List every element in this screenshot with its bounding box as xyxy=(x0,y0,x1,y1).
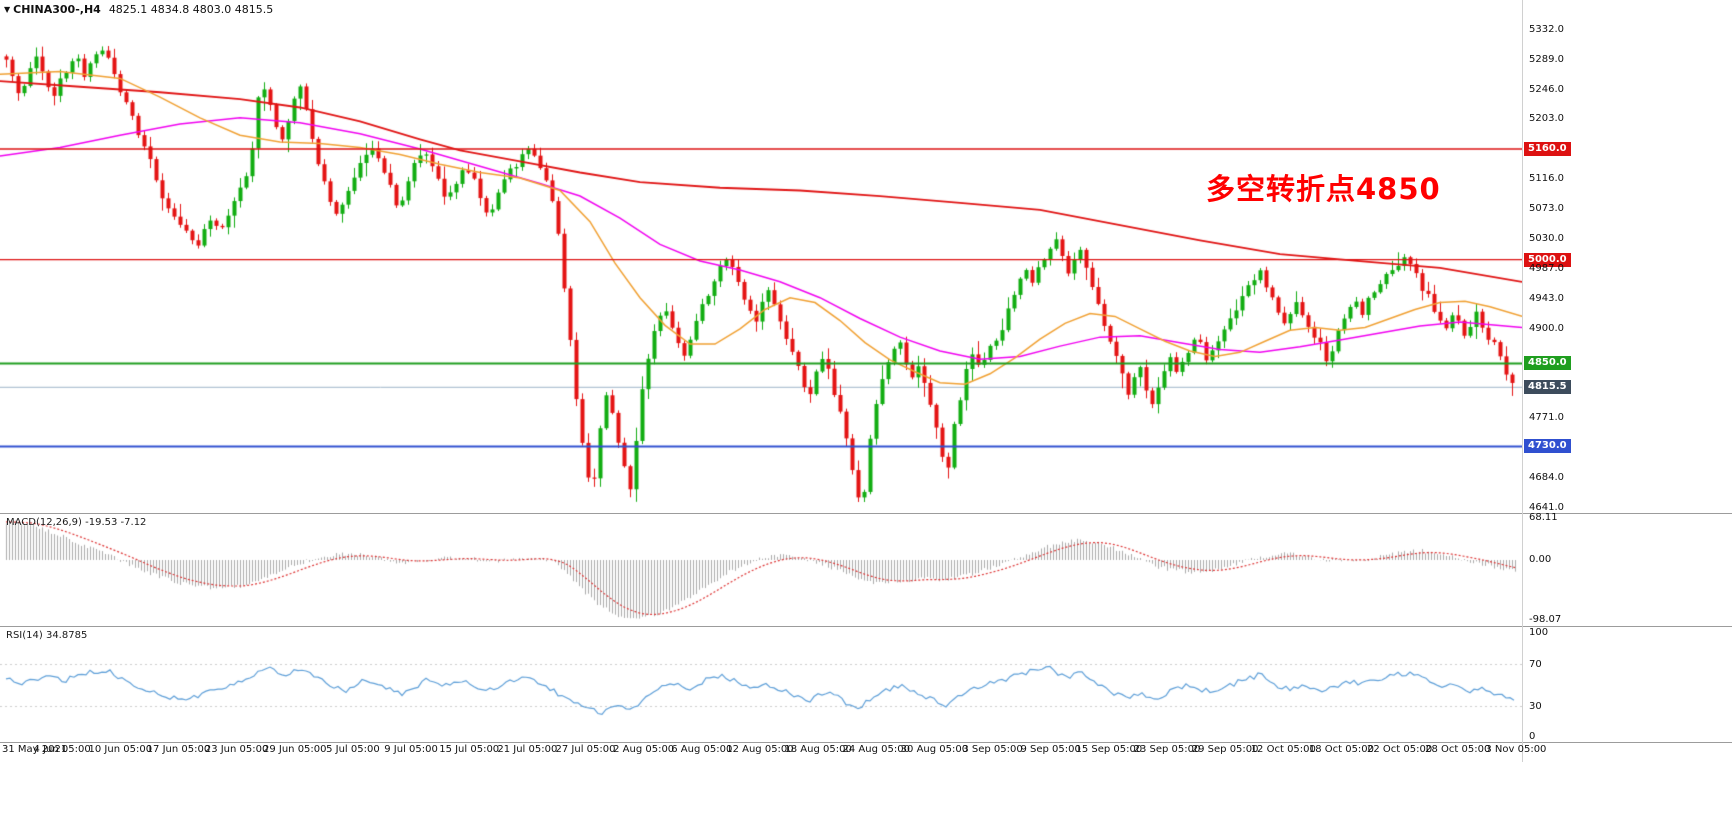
price-axis-tick: 5116.0 xyxy=(1529,173,1564,185)
price-line-badge: 4850.0 xyxy=(1524,356,1571,371)
macd-axis-tick: 0.00 xyxy=(1529,554,1552,565)
time-axis-label: 12 Aug 05:00 xyxy=(726,744,794,755)
price-axis-tick: 4943.0 xyxy=(1529,293,1564,305)
time-axis-label: 5 Jul 05:00 xyxy=(326,744,380,755)
rsi-indicator-label: RSI(14) 34.8785 xyxy=(6,630,88,641)
price-axis-tick: 5246.0 xyxy=(1529,83,1564,95)
time-axis-label: 10 Jun 05:00 xyxy=(88,744,153,755)
price-axis[interactable]: 5332.0 5289.0 5246.0 5203.0 5160.0 5116.0 5073… xyxy=(1522,0,1732,762)
time-axis-label: 9 Sep 05:00 xyxy=(1020,744,1081,755)
price-axis-tick: 5030.0 xyxy=(1529,232,1564,244)
time-axis-label: 27 Jul 05:00 xyxy=(555,744,616,755)
price-line-badge: 5160.0 xyxy=(1524,141,1571,156)
price-axis-tick: 4771.0 xyxy=(1529,412,1564,424)
price-axis-tick: 4987.0 xyxy=(1529,262,1564,274)
time-axis-label: 28 Oct 05:00 xyxy=(1425,744,1491,755)
macd-axis-tick: -98.07 xyxy=(1529,614,1562,626)
time-axis-label: 31 May 2021 xyxy=(2,744,68,755)
rsi-axis-tick: 100 xyxy=(1529,627,1549,638)
time-axis-label: 9 Jul 05:00 xyxy=(384,744,438,755)
chart-canvas[interactable] xyxy=(0,0,1522,742)
time-axis-label: 30 Aug 05:00 xyxy=(900,744,969,755)
time-axis-label: 23 Jun 05:00 xyxy=(204,744,269,755)
chart-dropdown-icon[interactable]: ▼ xyxy=(4,5,11,14)
time-axis-label: 22 Oct 05:00 xyxy=(1366,744,1433,755)
price-axis-tick: 4641.0 xyxy=(1529,501,1564,513)
time-axis-label: 23 Sep 05:00 xyxy=(1133,744,1201,755)
macd-indicator-label: MACD(12,26,9) -19.53 -7.12 xyxy=(6,517,147,528)
macd-axis-tick: 68.11 xyxy=(1529,512,1558,523)
chart-annotation: 多空转折点4850 xyxy=(1206,172,1441,206)
time-axis-label: 3 Nov 05:00 xyxy=(1485,744,1547,755)
panel-separator[interactable] xyxy=(0,513,1732,514)
time-axis-label: 2 Aug 05:00 xyxy=(613,744,675,755)
time-axis-label: 21 Jul 05:00 xyxy=(497,744,558,755)
price-line-badge: 5000.0 xyxy=(1524,252,1571,267)
current-price-badge: 4815.5 xyxy=(1524,380,1571,395)
time-axis-label: 17 Jun 05:00 xyxy=(146,744,211,755)
price-axis-tick: 5073.0 xyxy=(1529,203,1564,215)
price-axis-tick: 4684.0 xyxy=(1529,472,1564,484)
time-axis[interactable]: 31 May 2021 4 Jun 05:00 10 Jun 05:00 17 Jun… xyxy=(0,744,1732,762)
price-axis-tick: 5203.0 xyxy=(1529,113,1564,125)
panel-separator xyxy=(0,742,1732,743)
time-axis-label: 4 Jun 05:00 xyxy=(33,744,91,755)
price-line-badge: 4730.0 xyxy=(1524,439,1571,454)
time-axis-label: 15 Sep 05:00 xyxy=(1075,744,1143,755)
rsi-axis-tick: 30 xyxy=(1529,700,1542,712)
ohlc-values: 4825.1 4834.8 4803.0 4815.5 xyxy=(108,3,274,16)
time-axis-label: 12 Oct 05:00 xyxy=(1250,744,1316,755)
rsi-axis-tick: 0 xyxy=(1529,731,1536,742)
price-axis-tick: 5332.0 xyxy=(1529,24,1564,36)
time-axis-label: 6 Aug 05:00 xyxy=(671,744,733,755)
time-axis-label: 24 Aug 05:00 xyxy=(842,744,910,755)
time-axis-label: 29 Jun 05:00 xyxy=(262,744,327,755)
time-axis-label: 18 Aug 05:00 xyxy=(784,744,852,755)
panel-separator[interactable] xyxy=(0,626,1732,627)
price-axis-tick: 4900.0 xyxy=(1529,322,1564,334)
time-axis-label: 18 Oct 05:00 xyxy=(1308,744,1375,755)
symbol-ohlc-readout: ▼ CHINA300-,H4 4825.1 4834.8 4803.0 4815.5 xyxy=(4,3,273,16)
time-axis-label: 3 Sep 05:00 xyxy=(962,744,1023,755)
time-axis-label: 15 Jul 05:00 xyxy=(439,744,500,755)
rsi-axis-tick: 70 xyxy=(1529,658,1542,670)
symbol-label: CHINA300-,H4 xyxy=(13,3,101,16)
price-axis-tick: 5289.0 xyxy=(1529,53,1564,65)
time-axis-label: 29 Sep 05:00 xyxy=(1191,744,1259,755)
